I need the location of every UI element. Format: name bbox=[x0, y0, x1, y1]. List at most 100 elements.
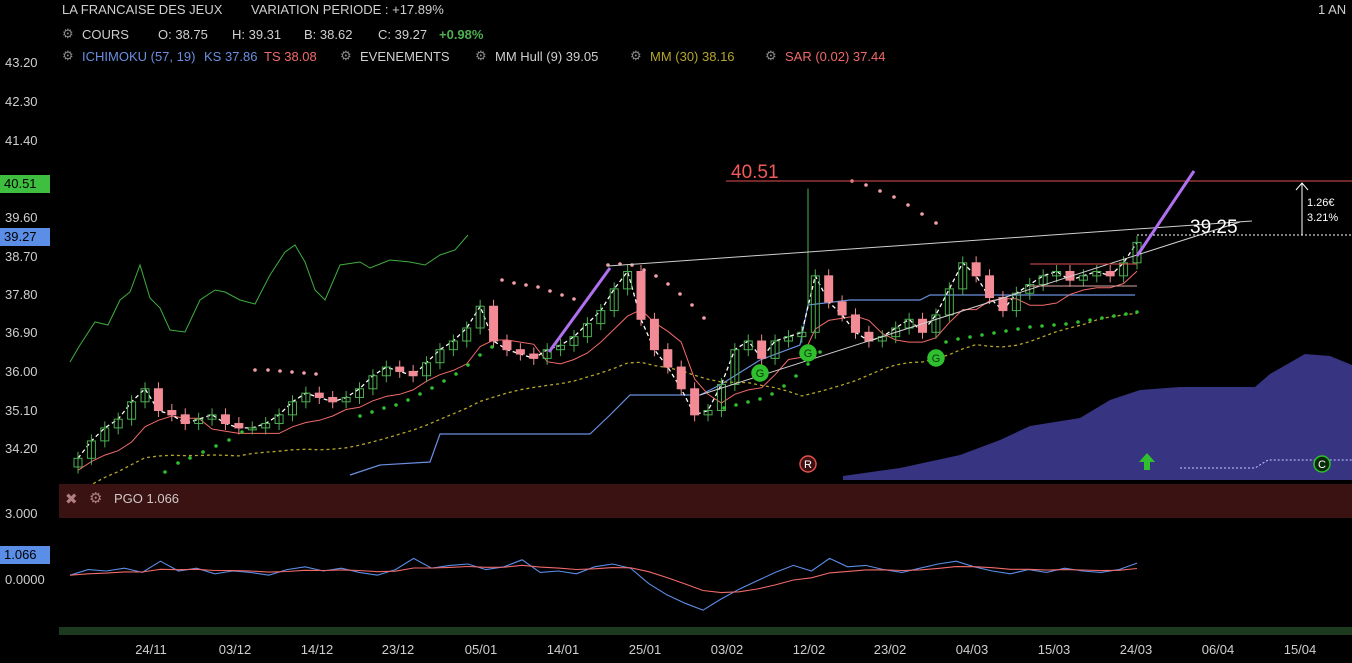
sar-dot bbox=[1135, 310, 1139, 314]
candle-body bbox=[891, 327, 901, 338]
x-tick-label: 14/01 bbox=[547, 642, 580, 657]
sar-dot bbox=[1076, 320, 1080, 324]
candle-body bbox=[623, 271, 633, 290]
price-tick-label: 38.70 bbox=[5, 249, 38, 264]
sar-dot bbox=[572, 297, 576, 301]
high-price-badge: 40.51 bbox=[0, 175, 50, 193]
cloud-edge bbox=[1180, 459, 1352, 469]
candle-body bbox=[207, 414, 217, 420]
gear-icon[interactable]: ⚙ bbox=[630, 48, 642, 63]
gear-icon[interactable]: ⚙ bbox=[62, 26, 74, 41]
sar-dot bbox=[188, 456, 192, 460]
candle-body bbox=[247, 427, 257, 431]
candle-body bbox=[86, 440, 96, 459]
candle-body bbox=[341, 396, 351, 403]
sar-dot bbox=[163, 470, 167, 474]
gear-icon[interactable]: ⚙ bbox=[340, 48, 352, 63]
sar-dot bbox=[968, 335, 972, 339]
gear-icon[interactable]: ⚙ bbox=[765, 48, 777, 63]
sar-dot bbox=[920, 212, 924, 216]
candle-body bbox=[140, 388, 150, 403]
period-selector[interactable]: 1 AN bbox=[1318, 2, 1347, 17]
high-value: H: 39.31 bbox=[232, 27, 282, 42]
price-tick-label: 43.20 bbox=[5, 55, 38, 70]
candle-body bbox=[502, 340, 512, 351]
upper-trendline bbox=[607, 220, 1253, 267]
sar-dot bbox=[980, 333, 984, 337]
candle-body bbox=[448, 340, 458, 351]
hull-label: MM Hull (9) 39.05 bbox=[495, 49, 599, 64]
peak-label: 40.51 bbox=[731, 162, 779, 183]
event-marker-label: G bbox=[932, 353, 941, 365]
sar-dot bbox=[992, 331, 996, 335]
candle-body bbox=[676, 366, 686, 390]
sar-dot bbox=[1100, 316, 1104, 320]
sar-dot bbox=[1112, 314, 1116, 318]
low-value: B: 38.62 bbox=[304, 27, 353, 42]
x-tick-label: 23/02 bbox=[874, 642, 907, 657]
candle-body bbox=[743, 340, 753, 351]
sar-dot bbox=[302, 371, 306, 375]
sar-dot bbox=[806, 362, 810, 366]
event-marker-label: G bbox=[756, 368, 765, 380]
candle-body bbox=[730, 349, 740, 385]
candle-body bbox=[918, 318, 928, 333]
price-tick-label: 36.00 bbox=[5, 364, 38, 379]
candle-body bbox=[529, 353, 539, 359]
event-marker-label: C bbox=[1318, 459, 1326, 471]
sar-dot bbox=[1064, 322, 1068, 326]
gear-icon[interactable]: ⚙ bbox=[475, 48, 487, 63]
gear-icon[interactable]: ⚙ bbox=[62, 48, 74, 63]
candle-body bbox=[368, 375, 378, 390]
candle-body bbox=[180, 414, 190, 425]
delta-abs-label: 1.26€ bbox=[1307, 197, 1335, 209]
candle-body bbox=[194, 418, 204, 425]
sar-label: SAR (0.02) 37.44 bbox=[785, 49, 886, 64]
sar-dot bbox=[1124, 312, 1128, 316]
sar-dot bbox=[266, 368, 270, 372]
ts-value: TS 38.08 bbox=[264, 49, 317, 64]
candle-body bbox=[422, 362, 432, 377]
candle-body bbox=[301, 392, 311, 403]
sar-dot bbox=[512, 281, 516, 285]
sar-dot bbox=[536, 285, 540, 289]
x-tick-label: 03/02 bbox=[711, 642, 744, 657]
candle-body bbox=[435, 349, 445, 364]
pgo-signal-line bbox=[69, 564, 1138, 594]
candle-body bbox=[1052, 271, 1062, 277]
gear-icon[interactable]: ⚙ bbox=[89, 490, 103, 507]
sar-dot bbox=[1028, 325, 1032, 329]
pgo-label: PGO 1.066 bbox=[114, 491, 180, 506]
sar-dot bbox=[878, 189, 882, 193]
candle-body bbox=[328, 396, 338, 403]
sar-dot bbox=[758, 397, 762, 401]
sar-dot bbox=[214, 444, 218, 448]
x-tick-label: 24/11 bbox=[135, 642, 167, 657]
sar-dot bbox=[442, 379, 446, 383]
x-tick-label: 24/03 bbox=[1120, 642, 1153, 657]
sar-dot bbox=[782, 384, 786, 388]
candle-body bbox=[395, 366, 405, 372]
lower-trendline bbox=[699, 221, 1241, 396]
events-label: EVENEMENTS bbox=[360, 49, 450, 64]
candle-body bbox=[542, 349, 552, 359]
candle-body bbox=[797, 331, 807, 338]
candle-body bbox=[850, 314, 860, 333]
candle-body bbox=[837, 301, 847, 316]
x-tick-label: 05/01 bbox=[465, 642, 498, 657]
candle-body bbox=[703, 410, 713, 416]
candle-body bbox=[824, 275, 834, 303]
candle-body bbox=[1025, 284, 1035, 294]
sar-dot bbox=[253, 368, 257, 372]
sar-dot bbox=[746, 400, 750, 404]
pgo-panel-header: ✖ ⚙ PGO 1.066 bbox=[59, 484, 1352, 518]
sar-dot bbox=[956, 337, 960, 341]
sar-dot bbox=[690, 303, 694, 307]
sar-dot bbox=[944, 340, 948, 344]
delta-pct-label: 3.21% bbox=[1307, 212, 1338, 224]
instrument-name: LA FRANCAISE DES JEUX bbox=[62, 2, 223, 17]
ichimoku-cloud bbox=[843, 354, 1352, 480]
close-icon[interactable]: ✖ bbox=[65, 491, 78, 508]
sar-dot bbox=[406, 398, 410, 402]
